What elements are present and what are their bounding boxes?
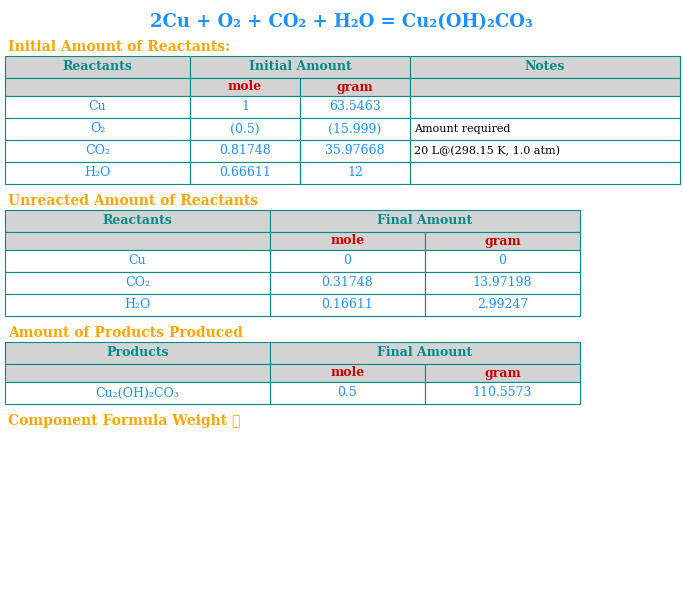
Text: H₂O: H₂O — [124, 298, 151, 312]
Text: Cu: Cu — [128, 254, 146, 267]
Bar — [5, 232, 270, 250]
Text: 0.66611: 0.66611 — [219, 167, 271, 180]
Text: Cu: Cu — [89, 100, 107, 113]
Bar — [425, 382, 580, 404]
Bar — [270, 294, 425, 316]
Bar — [190, 118, 300, 140]
Bar — [5, 210, 270, 232]
Text: gram: gram — [337, 81, 374, 94]
Text: 35.97668: 35.97668 — [325, 144, 385, 158]
Text: gram: gram — [484, 367, 521, 380]
Bar — [410, 96, 680, 118]
Text: Initial Amount of Reactants:: Initial Amount of Reactants: — [8, 40, 230, 54]
Bar — [425, 272, 580, 294]
Text: mole: mole — [228, 81, 262, 94]
Text: Products: Products — [106, 346, 169, 359]
Text: mole: mole — [331, 235, 365, 248]
Text: Component Formula Weight ➕: Component Formula Weight ➕ — [8, 414, 240, 428]
Bar — [190, 56, 410, 78]
Bar — [5, 56, 190, 78]
Text: 1: 1 — [241, 100, 249, 113]
Text: Amount required: Amount required — [414, 124, 510, 134]
Text: 20 L@(298.15 K, 1.0 atm): 20 L@(298.15 K, 1.0 atm) — [414, 146, 560, 156]
Bar — [270, 210, 580, 232]
Bar — [190, 162, 300, 184]
Bar — [190, 140, 300, 162]
Bar — [410, 56, 680, 78]
Bar — [425, 364, 580, 382]
Bar — [270, 250, 425, 272]
Bar — [5, 96, 190, 118]
Bar — [425, 232, 580, 250]
Text: Amount of Products Produced: Amount of Products Produced — [8, 326, 243, 340]
Text: gram: gram — [484, 235, 521, 248]
Bar — [270, 232, 425, 250]
Bar — [5, 162, 190, 184]
Text: Reactants: Reactants — [102, 214, 172, 227]
Text: H₂O: H₂O — [84, 167, 111, 180]
Text: 0.16611: 0.16611 — [322, 298, 374, 312]
Text: (15.999): (15.999) — [329, 122, 382, 136]
Bar — [410, 140, 680, 162]
Text: 110.5573: 110.5573 — [473, 386, 532, 399]
Text: O₂: O₂ — [89, 122, 105, 136]
Bar — [5, 140, 190, 162]
Text: CO₂: CO₂ — [85, 144, 110, 158]
Bar — [410, 78, 680, 96]
Bar — [270, 364, 425, 382]
Text: Initial Amount: Initial Amount — [249, 60, 351, 73]
Bar — [300, 118, 410, 140]
Bar — [5, 364, 270, 382]
Bar — [5, 294, 270, 316]
Bar — [300, 162, 410, 184]
Bar — [5, 118, 190, 140]
Bar — [425, 250, 580, 272]
Bar — [410, 162, 680, 184]
Text: Notes: Notes — [525, 60, 566, 73]
Bar — [270, 272, 425, 294]
Bar — [425, 294, 580, 316]
Bar — [190, 96, 300, 118]
Bar — [270, 342, 580, 364]
Text: CO₂: CO₂ — [125, 276, 150, 290]
Text: Unreacted Amount of Reactants: Unreacted Amount of Reactants — [8, 194, 258, 208]
Text: 0.5: 0.5 — [337, 386, 357, 399]
Text: 2.99247: 2.99247 — [477, 298, 528, 312]
Text: 13.97198: 13.97198 — [473, 276, 532, 290]
Text: 12: 12 — [347, 167, 363, 180]
Text: 0: 0 — [344, 254, 352, 267]
Bar — [300, 78, 410, 96]
Bar — [5, 272, 270, 294]
Bar — [300, 96, 410, 118]
Bar — [5, 342, 270, 364]
Bar — [5, 382, 270, 404]
Text: 0.81748: 0.81748 — [219, 144, 271, 158]
Text: 0.31748: 0.31748 — [322, 276, 374, 290]
Text: mole: mole — [331, 367, 365, 380]
Text: 63.5463: 63.5463 — [329, 100, 381, 113]
Bar — [300, 140, 410, 162]
Bar — [410, 118, 680, 140]
Text: (0.5): (0.5) — [230, 122, 260, 136]
Bar — [190, 78, 300, 96]
Bar — [5, 78, 190, 96]
Text: Reactants: Reactants — [63, 60, 133, 73]
Text: Final Amount: Final Amount — [378, 214, 473, 227]
Text: Final Amount: Final Amount — [378, 346, 473, 359]
Text: 0: 0 — [499, 254, 507, 267]
Text: Cu₂(OH)₂CO₃: Cu₂(OH)₂CO₃ — [96, 386, 180, 399]
Bar — [270, 382, 425, 404]
Bar — [5, 250, 270, 272]
Text: 2Cu + O₂ + CO₂ + H₂O = Cu₂(OH)₂CO₃: 2Cu + O₂ + CO₂ + H₂O = Cu₂(OH)₂CO₃ — [150, 13, 533, 31]
